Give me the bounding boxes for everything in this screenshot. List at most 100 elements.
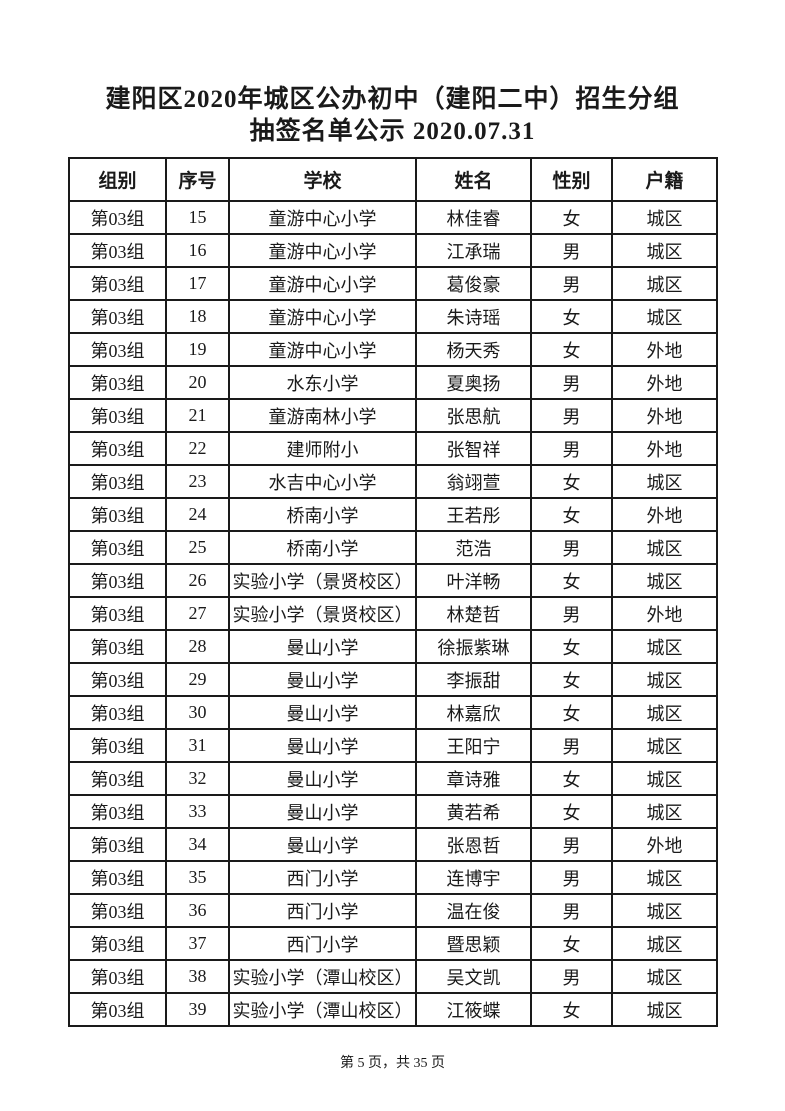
cell-school: 曼山小学: [228, 662, 417, 697]
cell-serial-number: 37: [165, 926, 230, 961]
table-row: 第03组 18 童游中心小学 朱诗瑶女城区: [68, 299, 718, 334]
cell-name: 张思航: [415, 398, 532, 433]
table-row: 第03组 17 童游中心小学 葛俊豪男城区: [68, 266, 718, 301]
cell-household-registration: 外地: [611, 365, 718, 400]
cell-school: 曼山小学: [228, 728, 417, 763]
cell-household-registration: 城区: [611, 926, 718, 961]
cell-school: 实验小学（潭山校区）: [228, 959, 417, 994]
cell-gender: 男: [530, 233, 613, 268]
cell-gender: 女: [530, 563, 613, 598]
cell-name: 朱诗瑶: [415, 299, 532, 334]
cell-name: 李振甜: [415, 662, 532, 697]
cell-household-registration: 城区: [611, 794, 718, 829]
table-header-row: 组别 序号 学校 姓名 性别 户籍: [68, 157, 718, 202]
cell-group: 第03组: [68, 233, 167, 268]
cell-household-registration: 城区: [611, 299, 718, 334]
table-row: 第03组 20 水东小学 夏奥扬男外地: [68, 365, 718, 400]
cell-household-registration: 城区: [611, 893, 718, 928]
cell-school: 曼山小学: [228, 761, 417, 796]
cell-serial-number: 24: [165, 497, 230, 532]
cell-school: 童游中心小学: [228, 332, 417, 367]
table-row: 第03组 28 曼山小学 徐振紫琳女城区: [68, 629, 718, 664]
cell-school: 曼山小学: [228, 827, 417, 862]
header-group: 组别: [68, 157, 167, 202]
cell-name: 江筱蝶: [415, 992, 532, 1027]
cell-group: 第03组: [68, 728, 167, 763]
cell-household-registration: 城区: [611, 233, 718, 268]
cell-gender: 女: [530, 992, 613, 1027]
cell-school: 曼山小学: [228, 695, 417, 730]
cell-serial-number: 15: [165, 200, 230, 235]
table-row: 第03组 31 曼山小学 王阳宁男城区: [68, 728, 718, 763]
cell-name: 范浩: [415, 530, 532, 565]
cell-school: 童游中心小学: [228, 266, 417, 301]
cell-serial-number: 18: [165, 299, 230, 334]
cell-household-registration: 城区: [611, 266, 718, 301]
cell-household-registration: 城区: [611, 629, 718, 664]
cell-household-registration: 城区: [611, 695, 718, 730]
cell-gender: 男: [530, 959, 613, 994]
cell-name: 黄若希: [415, 794, 532, 829]
cell-serial-number: 32: [165, 761, 230, 796]
cell-school: 实验小学（景贤校区）: [228, 563, 417, 598]
cell-serial-number: 34: [165, 827, 230, 862]
cell-group: 第03组: [68, 497, 167, 532]
cell-school: 水东小学: [228, 365, 417, 400]
lottery-roster-table: 组别 序号 学校 姓名 性别 户籍 第03组 15 童游中心小学 林佳睿女城区 第03组…: [68, 157, 718, 1027]
table-row: 第03组 16 童游中心小学 江承瑞男城区: [68, 233, 718, 268]
table-row: 第03组 19 童游中心小学 杨天秀女外地: [68, 332, 718, 367]
cell-name: 张智祥: [415, 431, 532, 466]
cell-name: 王阳宁: [415, 728, 532, 763]
cell-name: 叶洋畅: [415, 563, 532, 598]
document-title-line1: 建阳区2020年城区公办初中（建阳二中）招生分组: [105, 86, 680, 113]
cell-household-registration: 城区: [611, 530, 718, 565]
cell-school: 童游南林小学: [228, 398, 417, 433]
cell-serial-number: 35: [165, 860, 230, 895]
cell-household-registration: 外地: [611, 596, 718, 631]
cell-school: 建师附小: [228, 431, 417, 466]
cell-school: 童游中心小学: [228, 233, 417, 268]
cell-group: 第03组: [68, 596, 167, 631]
cell-group: 第03组: [68, 695, 167, 730]
table-row: 第03组 25 桥南小学 范浩男城区: [68, 530, 718, 565]
page-number: 第 5 页，共 35 页: [340, 1056, 445, 1071]
cell-group: 第03组: [68, 365, 167, 400]
table-row: 第03组 34 曼山小学 张恩哲男外地: [68, 827, 718, 862]
cell-group: 第03组: [68, 398, 167, 433]
table-row: 第03组 37 西门小学 暨思颖女城区: [68, 926, 718, 961]
cell-gender: 女: [530, 794, 613, 829]
cell-serial-number: 38: [165, 959, 230, 994]
cell-household-registration: 城区: [611, 728, 718, 763]
cell-gender: 女: [530, 497, 613, 532]
cell-serial-number: 39: [165, 992, 230, 1027]
cell-household-registration: 城区: [611, 959, 718, 994]
table-row: 第03组 38 实验小学（潭山校区） 吴文凯男城区: [68, 959, 718, 994]
cell-household-registration: 外地: [611, 827, 718, 862]
cell-name: 葛俊豪: [415, 266, 532, 301]
cell-household-registration: 城区: [611, 992, 718, 1027]
cell-serial-number: 29: [165, 662, 230, 697]
document-title: 建阳区2020年城区公办初中（建阳二中）招生分组 抽签名单公示 2020.07.…: [0, 84, 785, 148]
document-title-line2: 抽签名单公示 2020.07.31: [249, 118, 536, 145]
table-row: 第03组 26 实验小学（景贤校区） 叶洋畅女城区: [68, 563, 718, 598]
cell-name: 吴文凯: [415, 959, 532, 994]
cell-serial-number: 25: [165, 530, 230, 565]
cell-household-registration: 城区: [611, 860, 718, 895]
cell-group: 第03组: [68, 860, 167, 895]
cell-group: 第03组: [68, 431, 167, 466]
cell-household-registration: 城区: [611, 761, 718, 796]
cell-serial-number: 31: [165, 728, 230, 763]
cell-school: 西门小学: [228, 893, 417, 928]
cell-serial-number: 23: [165, 464, 230, 499]
cell-serial-number: 20: [165, 365, 230, 400]
cell-group: 第03组: [68, 200, 167, 235]
cell-gender: 女: [530, 926, 613, 961]
cell-gender: 男: [530, 431, 613, 466]
table-row: 第03组 33 曼山小学 黄若希女城区: [68, 794, 718, 829]
cell-group: 第03组: [68, 959, 167, 994]
cell-household-registration: 城区: [611, 200, 718, 235]
cell-gender: 男: [530, 365, 613, 400]
cell-name: 夏奥扬: [415, 365, 532, 400]
table-row: 第03组 35 西门小学 连博宇男城区: [68, 860, 718, 895]
